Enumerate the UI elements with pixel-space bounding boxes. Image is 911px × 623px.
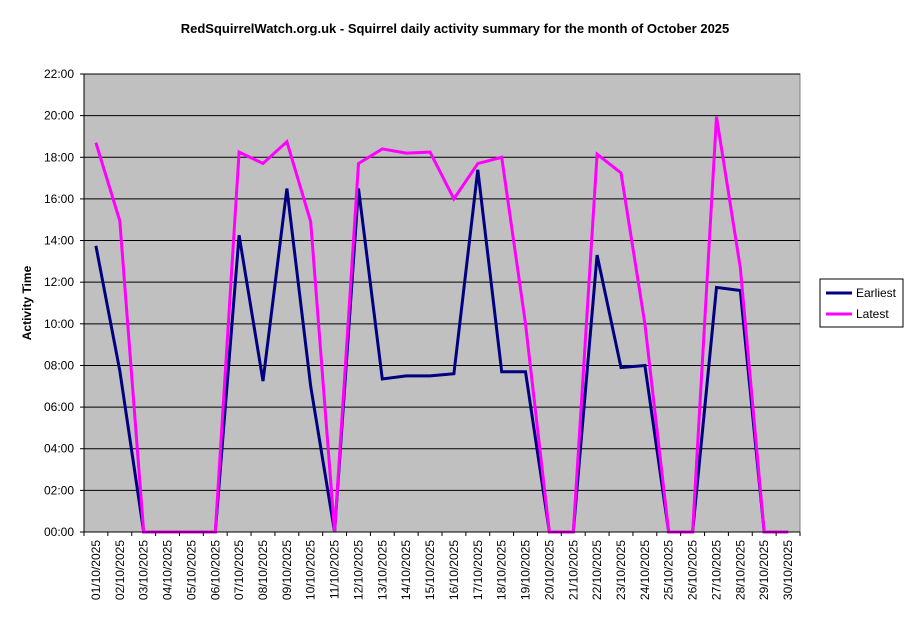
- y-axis-label: Activity Time: [20, 265, 34, 340]
- y-tick-label: 12:00: [44, 275, 74, 289]
- x-tick-label: 13/10/2025: [375, 540, 389, 600]
- x-tick-label: 02/10/2025: [113, 540, 127, 600]
- x-tick-label: 05/10/2025: [184, 540, 198, 600]
- x-tick-label: 24/10/2025: [638, 540, 652, 600]
- y-tick-label: 10:00: [44, 317, 74, 331]
- gridlines: [84, 73, 800, 491]
- x-tick-label: 15/10/2025: [423, 540, 437, 600]
- legend-label-latest: Latest: [856, 307, 889, 321]
- x-tick-label: 18/10/2025: [495, 540, 509, 600]
- y-tick-label: 08:00: [44, 358, 74, 372]
- x-tick-label: 26/10/2025: [686, 540, 700, 600]
- x-tick-label: 27/10/2025: [709, 540, 723, 600]
- x-tick-label: 17/10/2025: [471, 540, 485, 600]
- x-tick-label: 23/10/2025: [614, 540, 628, 600]
- x-tick-label: 28/10/2025: [733, 540, 747, 600]
- y-tick-label: 18:00: [44, 150, 74, 164]
- x-tick-label: 21/10/2025: [566, 540, 580, 600]
- x-tick-label: 16/10/2025: [447, 540, 461, 600]
- y-tick-label: 02:00: [44, 483, 74, 497]
- x-tick-label: 20/10/2025: [542, 540, 556, 600]
- y-tick-label: 04:00: [44, 442, 74, 456]
- x-tick-label: 07/10/2025: [232, 540, 246, 600]
- legend-box: [819, 278, 904, 328]
- chart-title: RedSquirrelWatch.org.uk - Squirrel daily…: [181, 21, 730, 36]
- legend: Earliest Latest: [819, 278, 904, 328]
- x-tick-label: 29/10/2025: [757, 540, 771, 600]
- x-tick-label: 11/10/2025: [328, 540, 342, 599]
- x-tick-label: 30/10/2025: [781, 540, 795, 600]
- x-tick-label: 09/10/2025: [280, 540, 294, 600]
- y-tick-label: 22:00: [44, 67, 74, 81]
- x-tick-label: 14/10/2025: [399, 540, 413, 600]
- x-tick-labels: 01/10/2025 02/10/2025 03/10/2025 04/10/2025…: [83, 532, 801, 600]
- x-tick-label: 01/10/2025: [89, 540, 103, 600]
- y-tick-label: 20:00: [44, 109, 74, 123]
- legend-label-earliest: Earliest: [856, 286, 897, 300]
- x-tick-label: 12/10/2025: [351, 540, 365, 600]
- x-tick-label: 06/10/2025: [208, 540, 222, 600]
- plot-area: [83, 73, 801, 533]
- x-tick-label: 10/10/2025: [304, 540, 318, 600]
- y-tick-labels: 00:00 02:00 04:00 06:00 08:00 10:00 12:00 14:00…: [44, 67, 84, 539]
- y-tick-label: 06:00: [44, 400, 74, 414]
- y-tick-label: 14:00: [44, 234, 74, 248]
- x-tick-label: 22/10/2025: [590, 540, 604, 600]
- x-tick-label: 25/10/2025: [662, 540, 676, 600]
- x-tick-label: 19/10/2025: [519, 540, 533, 600]
- y-tick-label: 00:00: [44, 525, 74, 539]
- x-tick-label: 03/10/2025: [137, 540, 151, 600]
- x-tick-label: 08/10/2025: [256, 540, 270, 600]
- x-tick-label: 04/10/2025: [161, 540, 175, 600]
- y-tick-label: 16:00: [44, 192, 74, 206]
